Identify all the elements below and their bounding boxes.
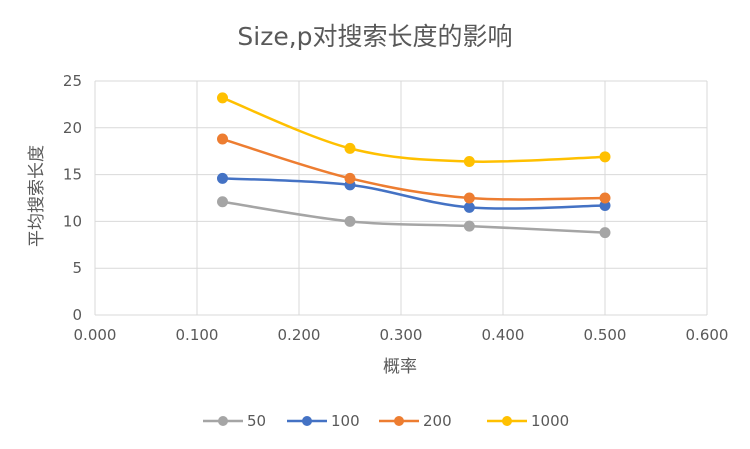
data-point [463,201,475,213]
data-point [344,215,356,227]
legend: 50 100 200 1000 [203,412,569,430]
data-point [463,220,475,232]
legend-label: 50 [247,412,266,430]
data-point [217,92,228,104]
series-line-50 [221,200,607,234]
data-point [217,172,228,184]
data-point [599,227,611,239]
legend-item-1000: 1000 [487,412,569,430]
x-tick-label: 0.300 [380,326,423,344]
data-point [463,155,475,167]
y-tick-label: 15 [63,166,82,184]
data-point [344,172,356,184]
legend-label: 200 [423,412,452,430]
data-point [599,151,611,163]
series-50 [217,196,611,239]
data-point [599,192,611,204]
y-tick-label: 20 [63,119,82,137]
series-200 [217,133,611,204]
legend-label: 100 [331,412,360,430]
series [217,92,611,239]
legend-item-50: 50 [203,412,266,430]
data-point [344,142,356,154]
y-tick-label: 10 [63,212,82,230]
x-axis-title: 概率 [383,357,417,377]
grid [94,80,708,316]
y-tick-label: 5 [72,259,82,277]
data-point [463,192,475,204]
legend-label: 1000 [531,412,569,430]
legend-item-100: 100 [287,412,360,430]
tick-labels: 0 5 10 15 20 25 0.000 0.100 0.200 0.300 0.400 0.500… [63,72,729,344]
chart-title: Size,p对搜索长度的影响 [237,22,512,51]
data-point [217,133,228,145]
y-tick-label: 0 [72,306,82,324]
series-100 [217,172,611,213]
x-tick-label: 0.000 [74,326,117,344]
x-tick-label: 0.100 [176,326,219,344]
data-point [217,196,228,208]
y-tick-label: 25 [63,72,82,90]
x-tick-label: 0.600 [686,326,729,344]
legend-item-200: 200 [379,412,452,430]
legend-marker [502,416,512,426]
x-tick-label: 0.400 [482,326,525,344]
legend-marker [218,416,228,426]
x-tick-label: 0.500 [584,326,627,344]
x-tick-label: 0.200 [278,326,321,344]
legend-marker [302,416,312,426]
series-1000 [217,92,611,167]
y-axis-title: 平均搜索长度 [27,145,47,247]
series-line-100 [221,177,607,210]
legend-marker [394,416,404,426]
series-line-200 [221,137,607,201]
series-line-1000 [221,96,607,163]
